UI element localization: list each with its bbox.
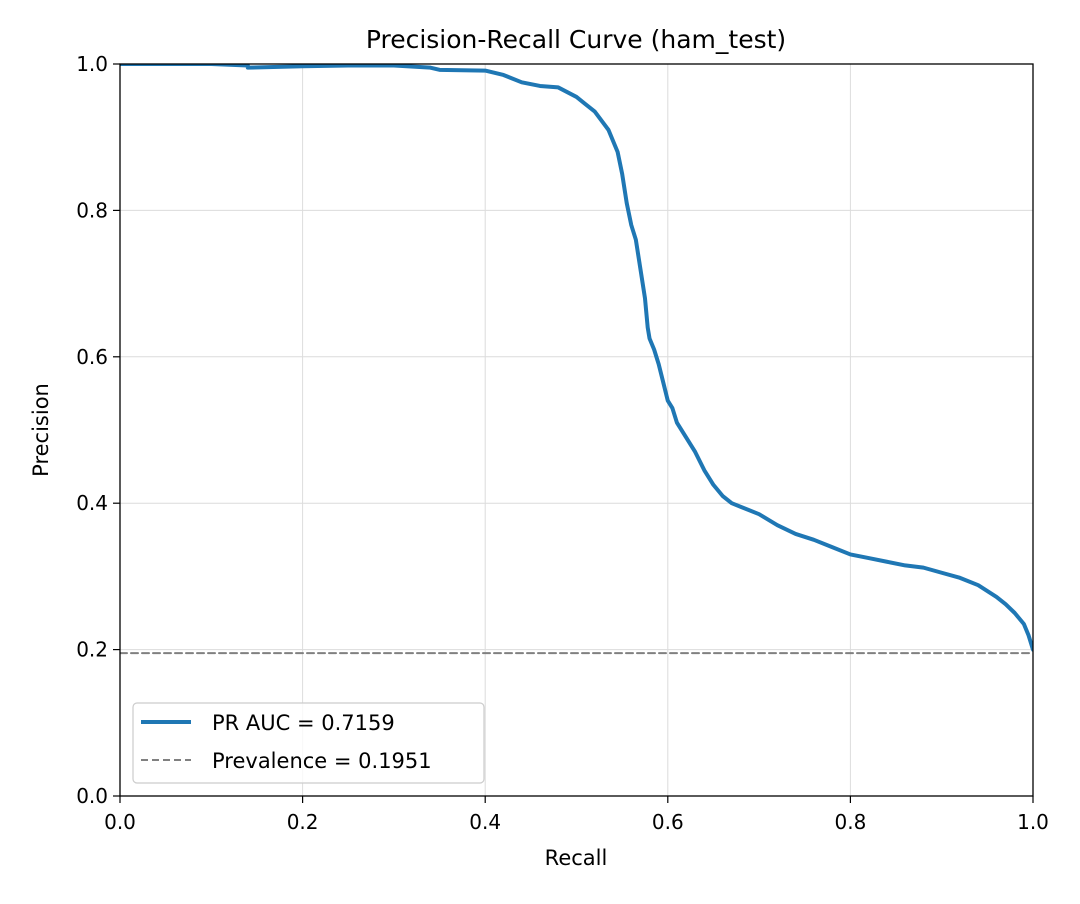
legend-box: [132, 702, 485, 784]
x-tick-label: 0.6: [652, 810, 684, 834]
axis-ticks: 0.0 0.2 0.4 0.6 0.8 1.0 0.0 0.2 0.4 0.6 0.8 1.0: [76, 52, 1049, 834]
x-tick-label: 0.2: [287, 810, 319, 834]
x-tick-label: 0.4: [469, 810, 501, 834]
x-tick-label: 0.8: [834, 810, 866, 834]
legend-label: Prevalence = 0.1951: [212, 749, 432, 773]
grid-lines: [119, 63, 1034, 797]
legend: PR AUC = 0.7159 Prevalence = 0.1951: [132, 702, 485, 784]
legend-label: PR AUC = 0.7159: [212, 711, 395, 735]
y-tick-label: 0.6: [76, 345, 108, 369]
pr-curve-line: [120, 64, 1033, 652]
y-tick-label: 0.8: [76, 198, 108, 222]
y-axis-label: Precision: [29, 383, 53, 477]
y-tick-label: 1.0: [76, 52, 108, 76]
series-lines: [120, 64, 1033, 655]
plot-frame: [119, 63, 1034, 797]
x-tick-label: 0.0: [104, 810, 136, 834]
chart-title: Precision-Recall Curve (ham_test): [366, 25, 786, 54]
y-tick-label: 0.4: [76, 491, 108, 515]
y-tick-label: 0.2: [76, 638, 108, 662]
x-axis-label: Recall: [545, 846, 608, 870]
y-tick-label: 0.0: [76, 784, 108, 808]
x-tick-label: 1.0: [1017, 810, 1049, 834]
